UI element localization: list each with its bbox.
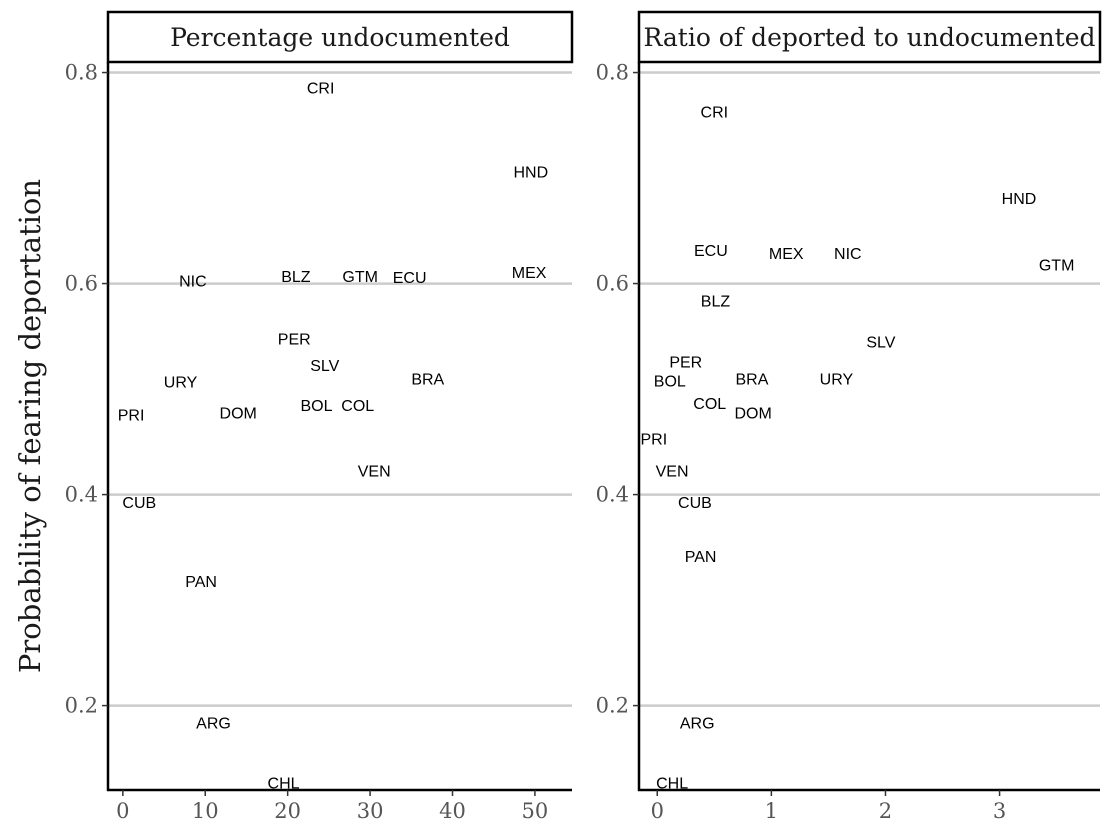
- point-label-bra: BRA: [736, 372, 769, 389]
- point-label-hnd: HND: [513, 165, 548, 182]
- point-label-mex: MEX: [769, 246, 804, 263]
- point-label-arg: ARG: [680, 715, 715, 732]
- point-label-ury: URY: [820, 372, 854, 389]
- point-label-cri: CRI: [307, 80, 335, 97]
- point-label-ury: URY: [164, 375, 198, 392]
- point-label-ecu: ECU: [393, 270, 427, 287]
- x-tick-label: 0: [116, 799, 129, 823]
- y-tick-label: 0.2: [65, 694, 98, 718]
- point-label-cri: CRI: [701, 105, 729, 122]
- point-label-ven: VEN: [656, 463, 689, 480]
- point-label-cub: CUB: [122, 495, 156, 512]
- point-label-pan: PAN: [685, 549, 717, 566]
- point-label-gtm: GTM: [1039, 258, 1075, 275]
- point-label-cub: CUB: [678, 495, 712, 512]
- x-tick-label: 0: [651, 799, 664, 823]
- panel-title: Percentage undocumented: [170, 23, 510, 52]
- x-tick-label: 1: [765, 799, 778, 823]
- x-tick-label: 30: [357, 799, 384, 823]
- y-tick-label: 0.2: [596, 694, 629, 718]
- point-label-ven: VEN: [358, 463, 391, 480]
- x-tick-label: 10: [192, 799, 219, 823]
- point-label-per: PER: [278, 331, 311, 348]
- point-label-pan: PAN: [185, 574, 217, 591]
- point-label-bra: BRA: [411, 372, 444, 389]
- point-label-pri: PRI: [118, 407, 145, 424]
- point-label-slv: SLV: [310, 358, 339, 375]
- y-axis-title: Probability of fearing deportation: [13, 179, 47, 673]
- y-tick-label: 0.6: [65, 272, 98, 296]
- point-label-col: COL: [693, 396, 726, 413]
- point-label-per: PER: [669, 355, 702, 372]
- point-label-blz: BLZ: [281, 269, 311, 286]
- x-tick-label: 40: [439, 799, 466, 823]
- point-label-slv: SLV: [866, 335, 895, 352]
- point-label-nic: NIC: [834, 246, 862, 263]
- y-tick-label: 0.8: [596, 61, 629, 85]
- x-tick-label: 2: [879, 799, 892, 823]
- point-label-pri: PRI: [640, 432, 667, 449]
- point-label-ecu: ECU: [694, 243, 728, 260]
- point-label-dom: DOM: [734, 405, 771, 422]
- point-label-blz: BLZ: [701, 293, 731, 310]
- panel-strip: [637, 10, 1102, 64]
- panel-strip: [106, 10, 574, 64]
- point-label-chl: CHL: [656, 776, 688, 793]
- panel-title: Ratio of deported to undocumented: [643, 23, 1095, 52]
- point-label-col: COL: [341, 398, 374, 415]
- point-label-bol: BOL: [301, 398, 333, 415]
- point-label-hnd: HND: [1002, 191, 1037, 208]
- panel-1: Percentage undocumented 0.2 0.4 0.6 0.8 0 10 20…: [65, 10, 574, 823]
- y-tick-label: 0.8: [65, 61, 98, 85]
- panel-2: Ratio of deported to undocumented 0.2 0.4 0…: [596, 10, 1102, 823]
- y-tick-label: 0.4: [596, 483, 629, 507]
- point-label-mex: MEX: [512, 265, 547, 282]
- x-tick-label: 20: [274, 799, 301, 823]
- point-label-chl: CHL: [268, 776, 300, 793]
- x-tick-label: 3: [993, 799, 1006, 823]
- point-label-dom: DOM: [220, 405, 257, 422]
- point-label-arg: ARG: [196, 715, 231, 732]
- point-label-nic: NIC: [179, 273, 207, 290]
- y-tick-label: 0.4: [65, 483, 98, 507]
- point-label-gtm: GTM: [342, 269, 378, 286]
- x-tick-label: 50: [522, 799, 549, 823]
- point-label-bol: BOL: [654, 374, 686, 391]
- y-tick-label: 0.6: [596, 272, 629, 296]
